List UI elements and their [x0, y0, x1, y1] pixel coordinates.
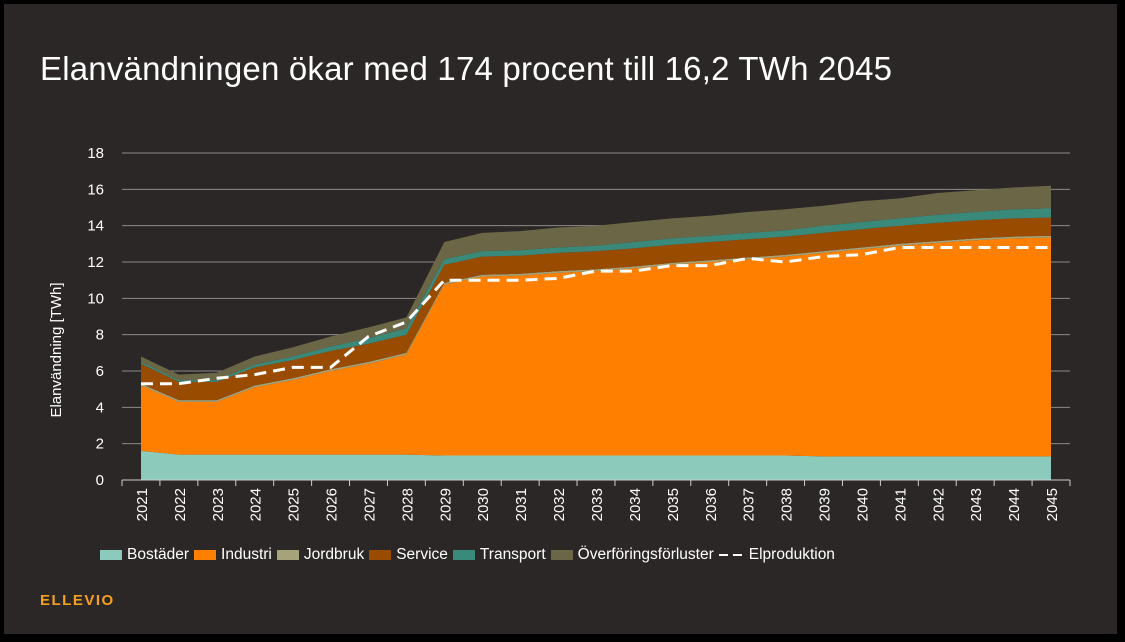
x-tick-label: 2041	[892, 488, 909, 521]
legend-swatch-service	[369, 550, 392, 560]
x-tick-label: 2023	[210, 488, 227, 521]
x-tick-label: 2029	[437, 488, 454, 521]
legend-swatch-transport	[452, 550, 475, 560]
x-tick-label: 2042	[930, 488, 947, 521]
legend-item-service: Service	[369, 546, 448, 564]
x-tick-label: 2024	[248, 488, 265, 521]
x-tick-label: 2031	[513, 488, 530, 521]
legend-label-elproduktion: Elproduktion	[748, 546, 835, 563]
x-tick-label: 2043	[968, 488, 985, 521]
x-tick-label: 2034	[627, 488, 644, 521]
x-tick-label: 2044	[1006, 488, 1023, 521]
x-tick-label: 2039	[817, 488, 834, 521]
area-bostader	[141, 450, 1051, 480]
y-tick-label: 16	[87, 181, 104, 198]
legend-swatch-industri	[194, 550, 217, 560]
x-tick-label: 2037	[741, 488, 758, 521]
legend-swatch-overforingsforluster	[550, 550, 573, 560]
legend-item-bostader: Bostäder	[100, 546, 189, 564]
x-tick-label: 2022	[172, 488, 189, 521]
slide-title: Elanvändningen ökar med 174 procent till…	[40, 50, 893, 87]
area-transport	[141, 208, 1051, 382]
x-tick-label: 2028	[399, 488, 416, 521]
x-tick-label: 2027	[361, 488, 378, 521]
area-series	[141, 185, 1051, 480]
x-tick-label: 2035	[665, 488, 682, 521]
x-tick-label: 2026	[324, 488, 341, 521]
x-tick-label: 2040	[854, 488, 871, 521]
legend-item-transport: Transport	[452, 546, 546, 564]
y-tick-label: 0	[96, 472, 104, 489]
y-tick-label: 10	[87, 290, 104, 307]
x-tick-label: 2038	[779, 488, 796, 521]
line-series	[141, 246, 1051, 386]
legend-label-transport: Transport	[479, 546, 546, 563]
area-service	[141, 217, 1051, 401]
legend-item-overforingsforluster: Överföringsförluster	[550, 546, 714, 564]
y-tick-label: 4	[96, 399, 104, 416]
x-tick-label: 2025	[286, 488, 303, 521]
legend-swatch-jordbruk	[276, 550, 299, 560]
chart-legend: Bostäder Industri Jordbruk Service Trans…	[100, 544, 840, 566]
legend-label-industri: Industri	[221, 546, 272, 563]
y-tick-label: 18	[87, 145, 104, 162]
x-tick-label: 2045	[1044, 488, 1061, 521]
legend-label-overforingsforluster: Överföringsförluster	[577, 546, 714, 563]
y-tick-label: 14	[87, 218, 104, 235]
line-elproduktion	[141, 246, 1051, 386]
legend-item-industri: Industri	[194, 546, 272, 564]
y-tick-label: 6	[96, 363, 104, 380]
y-tick-label: 8	[96, 327, 104, 344]
x-tick-label: 2036	[703, 488, 720, 521]
legend-label-service: Service	[396, 546, 448, 563]
y-tick-label: 2	[96, 436, 104, 453]
x-tick-label: 2033	[589, 488, 606, 521]
legend-label-jordbruk: Jordbruk	[303, 546, 365, 563]
legend-swatch-elproduktion	[718, 550, 745, 560]
legend-item-jordbruk: Jordbruk	[276, 546, 365, 564]
y-tick-label: 12	[87, 254, 104, 271]
area-overforingsforluster	[141, 185, 1051, 381]
legend-swatch-bostader	[100, 550, 122, 560]
legend-label-bostader: Bostäder	[127, 546, 190, 563]
axes: 0 2 4 6 8 10 12 14 16 18 2021 2022 2023 2024 2025 2026 2…	[87, 145, 1071, 521]
x-tick-label: 2021	[134, 488, 151, 521]
x-tick-label: 2030	[475, 488, 492, 521]
area-industri	[141, 237, 1051, 457]
legend-item-elproduktion: Elproduktion	[718, 546, 835, 564]
x-tick-label: 2032	[551, 488, 568, 521]
ellevio-logo: ELLEVIO	[40, 592, 115, 609]
